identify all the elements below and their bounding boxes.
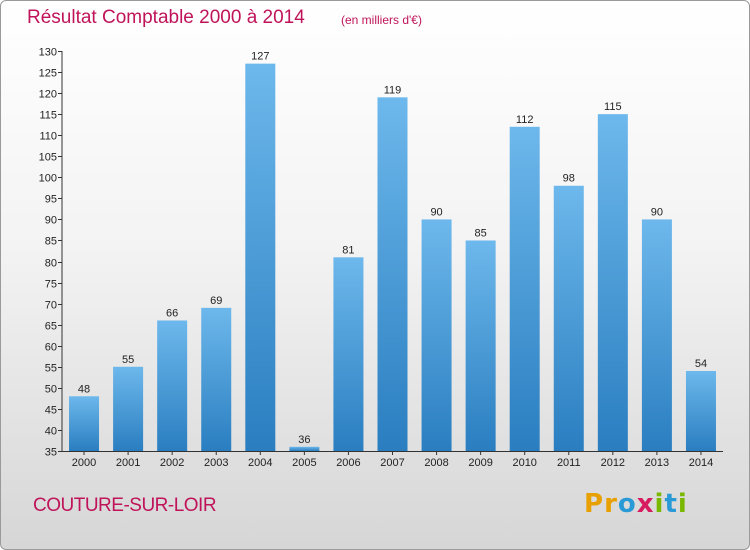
- bar-2011: [553, 185, 584, 451]
- y-tick-label: 90: [45, 215, 57, 227]
- town-name: COUTURE-SUR-LOIR: [33, 495, 217, 516]
- y-tick-label: 65: [45, 321, 57, 333]
- bar-2003: [201, 307, 232, 451]
- y-tick-label: 45: [45, 405, 57, 417]
- bar-2010: [509, 126, 540, 451]
- bar-2013: [641, 219, 672, 451]
- logo-letter: o: [617, 489, 637, 519]
- bar-2012: [597, 114, 628, 451]
- bar-2002: [157, 320, 188, 451]
- y-tick-label: 115: [39, 110, 57, 122]
- y-tick-label: 110: [39, 131, 57, 143]
- x-tick-label-2011: 2011: [557, 457, 581, 469]
- x-tick-label-2010: 2010: [512, 457, 536, 469]
- y-tick-label: 100: [39, 173, 57, 185]
- value-label-2011: 98: [563, 173, 575, 185]
- y-tick-label: 95: [45, 194, 57, 206]
- x-tick-label-2013: 2013: [645, 457, 669, 469]
- y-tick-label: 85: [45, 236, 57, 248]
- x-tick-label-2003: 2003: [204, 457, 228, 469]
- y-tick-label: 35: [45, 447, 57, 459]
- y-tick-label: 60: [45, 342, 57, 354]
- logo-letter: i: [677, 489, 688, 519]
- bar-2000: [69, 396, 100, 451]
- logo-letter: t: [664, 489, 678, 519]
- y-tick-label: 50: [45, 384, 57, 396]
- proxiti-logo: Proxiti: [584, 489, 688, 519]
- value-label-2008: 90: [430, 206, 442, 218]
- y-tick-label: 125: [39, 68, 57, 80]
- bar-2001: [113, 366, 144, 451]
- bar-2008: [421, 219, 452, 451]
- value-label-2005: 36: [298, 434, 310, 446]
- value-label-2012: 115: [604, 101, 622, 113]
- x-tick-label-2001: 2001: [116, 457, 140, 469]
- logo-letter: i: [654, 489, 665, 519]
- y-tick-label: 80: [45, 258, 57, 270]
- y-tick-label: 130: [39, 47, 57, 59]
- x-tick-label-2014: 2014: [689, 457, 713, 469]
- x-tick-label-2006: 2006: [336, 457, 360, 469]
- bar-2014: [685, 371, 716, 451]
- y-tick-label: 55: [45, 363, 57, 375]
- x-tick-label-2000: 2000: [72, 457, 96, 469]
- x-tick-label-2005: 2005: [292, 457, 316, 469]
- value-label-2000: 48: [78, 383, 90, 395]
- bar-2005: [289, 446, 320, 451]
- bars: 48 55 66 69 127 36 81 119 90 85 112 98 115 90 54: [69, 51, 716, 451]
- value-label-2009: 85: [475, 227, 487, 239]
- x-tick-label-2007: 2007: [380, 457, 404, 469]
- value-label-2010: 112: [516, 114, 534, 126]
- value-label-2004: 127: [251, 51, 269, 63]
- x-tick-label-2004: 2004: [248, 457, 272, 469]
- logo-letter: P: [584, 489, 605, 519]
- logo-letter: r: [604, 489, 618, 519]
- value-label-2013: 90: [651, 206, 663, 218]
- value-label-2006: 81: [342, 244, 354, 256]
- bar-2007: [377, 97, 408, 451]
- y-tick-label: 75: [45, 279, 57, 291]
- x-tick-label-2009: 2009: [468, 457, 492, 469]
- value-label-2002: 66: [166, 307, 178, 319]
- y-tick-label: 40: [45, 426, 57, 438]
- chart-title: Résultat Comptable 2000 à 2014: [27, 7, 305, 28]
- axes: 35 40 45 50 55 60 65 70 75 80 85 90 95 100 105 110 115 12…: [39, 47, 723, 469]
- logo-letter: x: [636, 489, 655, 519]
- value-label-2001: 55: [122, 354, 134, 366]
- value-label-2014: 54: [695, 358, 707, 370]
- x-tick-label-2012: 2012: [601, 457, 625, 469]
- bar-2004: [245, 63, 276, 451]
- bar-2006: [333, 257, 364, 451]
- x-tick-label-2008: 2008: [424, 457, 448, 469]
- x-tick-label-2002: 2002: [160, 457, 184, 469]
- value-label-2003: 69: [210, 295, 222, 307]
- value-label-2007: 119: [384, 84, 402, 96]
- bar-2009: [465, 240, 496, 451]
- y-tick-label: 105: [39, 152, 57, 164]
- chart-subtitle: (en milliers d'€): [341, 13, 422, 27]
- y-tick-label: 70: [45, 300, 57, 312]
- y-tick-label: 120: [39, 89, 57, 101]
